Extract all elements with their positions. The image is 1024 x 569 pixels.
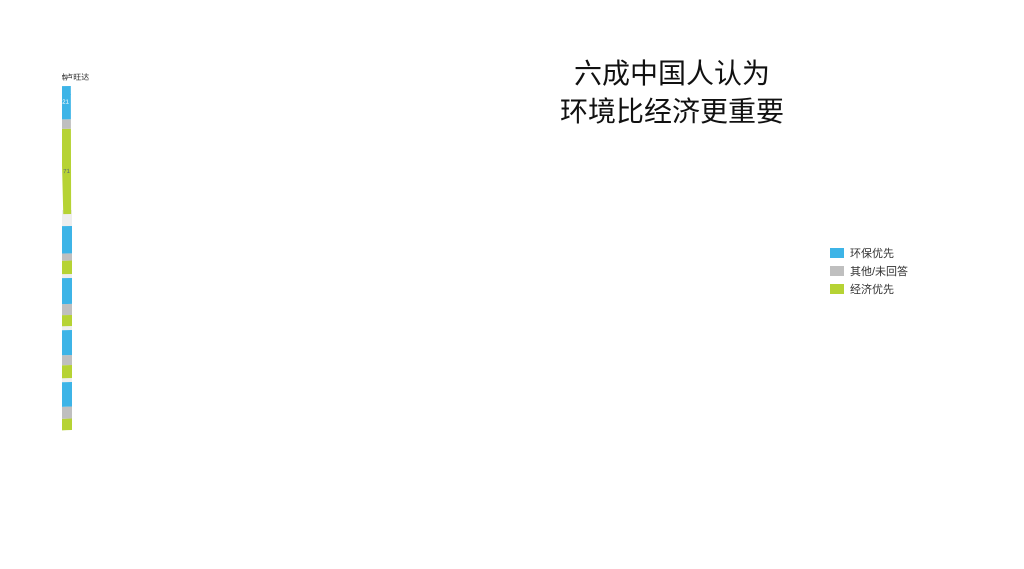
legend-item: 环保优先 bbox=[830, 245, 908, 261]
bar-env bbox=[62, 94, 71, 119]
legend-swatch bbox=[830, 266, 844, 276]
legend-label: 环保优先 bbox=[850, 245, 894, 261]
bar-label: 卢旺达 bbox=[65, 72, 89, 82]
legend-item: 经济优先 bbox=[830, 281, 908, 297]
legend-label: 经济优先 bbox=[850, 281, 894, 297]
bar-other bbox=[62, 119, 71, 129]
ring-econ bbox=[62, 418, 72, 550]
legend: 环保优先其他/未回答经济优先 bbox=[830, 245, 908, 299]
bar-env-val: 21 bbox=[62, 100, 69, 106]
bar-econ-val: 71 bbox=[63, 169, 70, 175]
legend-label: 其他/未回答 bbox=[850, 263, 908, 279]
title-line-1: 六成中国人认为 bbox=[574, 58, 770, 89]
legend-item: 其他/未回答 bbox=[830, 263, 908, 279]
chart-title: 六成中国人认为 环境比经济更重要 bbox=[560, 55, 784, 131]
legend-swatch bbox=[830, 248, 844, 258]
legend-swatch bbox=[830, 284, 844, 294]
bar-cap bbox=[62, 86, 71, 95]
title-line-2: 环境比经济更重要 bbox=[560, 96, 784, 127]
